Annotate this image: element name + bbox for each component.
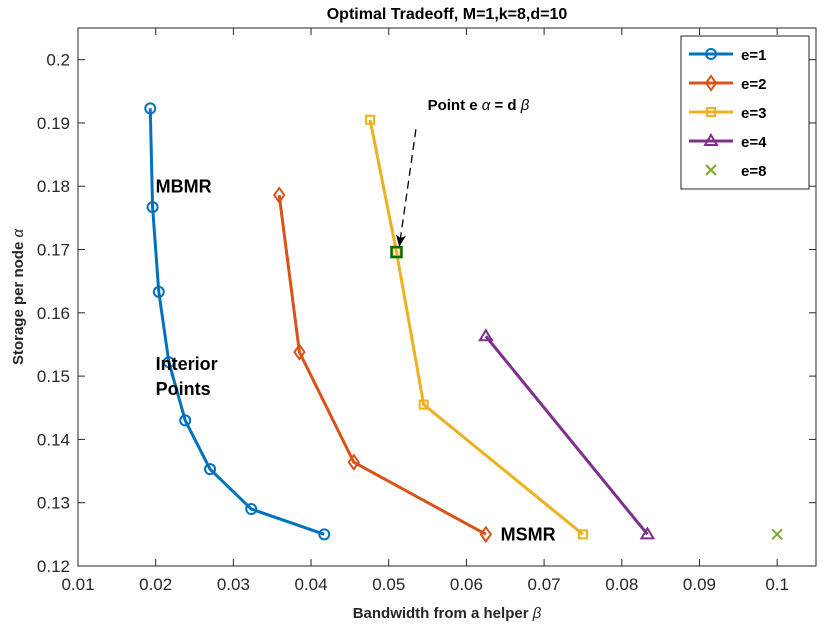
data-point <box>272 186 286 204</box>
x-tick-label: 0.1 <box>765 575 789 594</box>
y-tick-label: 0.15 <box>37 367 70 386</box>
legend-item-e=2: e=2 <box>689 74 766 93</box>
legend-item-e=3: e=3 <box>689 105 766 122</box>
x-tick-label: 0.06 <box>450 575 483 594</box>
x-tick-label: 0.07 <box>528 575 561 594</box>
y-tick-label: 0.14 <box>37 430 70 449</box>
legend-label: e=2 <box>741 76 766 93</box>
legend-marker <box>703 133 719 146</box>
y-tick-label: 0.17 <box>37 241 70 260</box>
data-point <box>152 285 165 298</box>
series-line <box>368 119 584 536</box>
series-line <box>277 194 487 536</box>
series-line <box>148 108 325 536</box>
data-point <box>479 525 493 544</box>
data-point <box>162 356 175 369</box>
annotation-point-e: Point e α = d β <box>428 97 530 114</box>
y-axis-label: Storage per node α <box>10 229 27 366</box>
legend-label: e=8 <box>741 163 766 180</box>
data-point <box>318 528 331 541</box>
legend-label: e=1 <box>741 47 766 64</box>
data-point <box>293 343 306 361</box>
y-tick-label: 0.12 <box>37 557 70 576</box>
data-point <box>204 463 217 476</box>
highlight-point <box>390 245 403 259</box>
annotation-layer: MBMR Interior Points MSMR Point e α = d β <box>156 97 556 545</box>
series-e=1 <box>144 102 331 541</box>
annotation-label: MBMR <box>156 177 212 197</box>
x-axis: 0.01 0.02 0.03 0.04 0.05 0.06 0.07 0.08 0.09 0.1 <box>61 28 789 594</box>
legend-item-e=4: e=4 <box>689 133 767 151</box>
legend-label: e=3 <box>741 105 766 122</box>
legend: e=1 e=2 e=3 e=4 e=8 <box>680 35 810 190</box>
y-tick-label: 0.19 <box>37 114 70 133</box>
y-tick-label: 0.2 <box>46 51 70 70</box>
chart-title: Optimal Tradeoff, M=1,k=8,d=10 <box>327 6 568 23</box>
legend-marker <box>705 164 717 176</box>
series-layer <box>144 102 783 544</box>
legend-label: e=4 <box>741 134 767 151</box>
legend-marker <box>705 48 717 60</box>
data-point <box>365 114 376 125</box>
annotation-arrow <box>395 129 417 248</box>
series-line <box>484 335 649 536</box>
series-e=8 <box>771 528 783 541</box>
data-point <box>577 529 588 540</box>
data-point <box>478 328 494 342</box>
y-axis: 0.12 0.13 0.14 0.15 0.16 0.17 0.18 0.19 0.2 <box>37 51 816 576</box>
annotation-label: Interior <box>156 354 218 374</box>
y-tick-label: 0.16 <box>37 304 70 323</box>
data-point <box>418 399 429 410</box>
x-tick-label: 0.03 <box>217 575 250 594</box>
data-point <box>245 503 258 516</box>
legend-marker <box>706 107 716 117</box>
y-tick-label: 0.13 <box>37 494 70 513</box>
x-tick-label: 0.09 <box>683 575 716 594</box>
annotation-label: Points <box>156 379 211 399</box>
series-e=2 <box>272 186 493 544</box>
legend-item-e=8: e=8 <box>705 163 766 180</box>
x-axis-label: Bandwidth from a helper β <box>353 605 542 622</box>
x-tick-label: 0.08 <box>605 575 638 594</box>
y-tick-label: 0.18 <box>37 177 70 196</box>
data-point <box>144 102 157 115</box>
series-e=4 <box>478 328 656 540</box>
x-tick-label: 0.04 <box>295 575 328 594</box>
data-point <box>146 201 159 214</box>
data-point <box>347 453 361 471</box>
x-tick-label: 0.02 <box>139 575 172 594</box>
legend-item-e=1: e=1 <box>689 47 766 64</box>
annotation-label: MSMR <box>501 525 556 545</box>
data-point <box>639 526 656 540</box>
legend-marker <box>704 74 718 92</box>
x-tick-label: 0.01 <box>61 575 94 594</box>
data-point <box>771 528 783 541</box>
x-tick-label: 0.05 <box>372 575 405 594</box>
data-point <box>179 414 192 427</box>
